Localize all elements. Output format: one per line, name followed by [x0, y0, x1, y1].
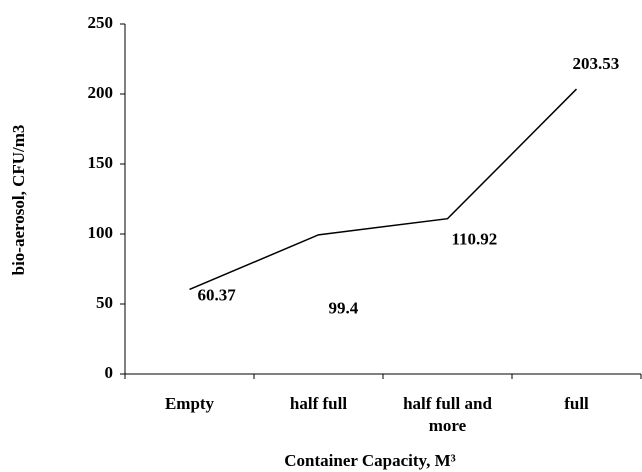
data-label: 60.37 [198, 285, 237, 304]
y-axis-title: bio-aerosol, CFU/m3 [9, 125, 28, 276]
x-tick-label: half full and more [403, 394, 492, 435]
data-line [189, 88, 578, 291]
y-tick-label: 0 [105, 363, 114, 382]
y-tick-label: 250 [88, 13, 114, 32]
x-axis-title: Container Capacity, M³ [284, 451, 455, 470]
x-tick-label: half full [289, 394, 348, 413]
data-label: 99.4 [329, 299, 359, 318]
x-tick-label: full [564, 394, 589, 413]
y-tick-label: 50 [96, 293, 113, 312]
y-tick-label: 100 [88, 223, 114, 242]
x-tick-label: Empty [164, 394, 215, 413]
y-tick-label: 150 [88, 153, 114, 172]
data-label: 110.92 [452, 230, 498, 249]
data-label: 203.53 [573, 54, 620, 73]
y-tick-label: 200 [88, 83, 114, 102]
